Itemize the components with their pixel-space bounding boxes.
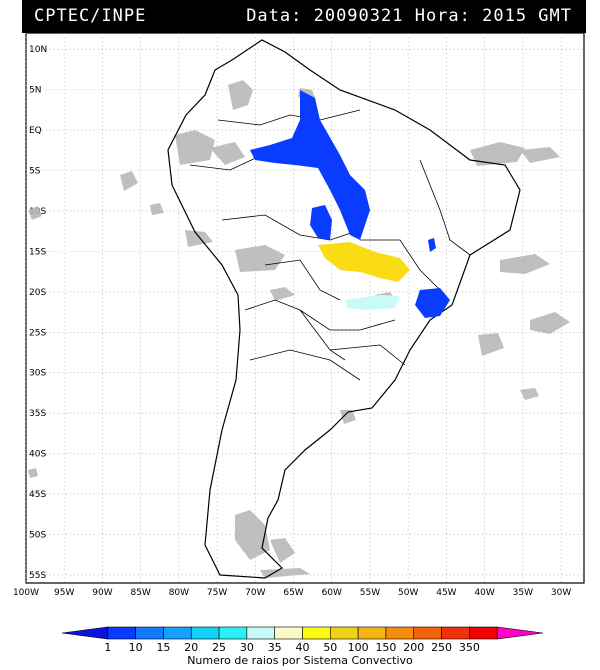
lat-tick-label: 15S (29, 247, 46, 257)
lon-tick-label: 50W (398, 588, 418, 598)
colorbar-tick-label: 150 (375, 641, 396, 654)
colorbar-swatch (469, 626, 498, 640)
colorbar-tick-label: 200 (403, 641, 424, 654)
continent-outline (167, 39, 521, 579)
system-lightcyan-south (345, 295, 400, 310)
colorbar-swatch (218, 626, 248, 640)
lat-tick-label: 30S (29, 369, 46, 379)
colorbar: 1 10 15 20 25 30 35 40 50 100 150 200 250 350 (61, 626, 544, 654)
colorbar-tick-label: 40 (296, 641, 310, 654)
lat-tick-label: 10N (29, 45, 47, 55)
lat-tick-label: 5N (29, 86, 41, 96)
colorbar-swatch (385, 626, 415, 640)
date-time-label: Data: 20090321 Hora: 2015 GMT (246, 6, 572, 26)
lon-tick-label: 70W (245, 588, 265, 598)
system-blue-southeast (415, 288, 450, 318)
colorbar-swatch (413, 626, 442, 640)
country-borders (189, 109, 471, 381)
lon-tick-label: 90W (92, 588, 112, 598)
colorbar-tick-label: 20 (184, 641, 198, 654)
lon-tick-label: 60W (322, 588, 342, 598)
lon-tick-label: 80W (169, 588, 189, 598)
colorbar-swatch (274, 626, 303, 640)
colorbar-tick-label: 30 (240, 641, 254, 654)
system-blue-small (428, 238, 436, 252)
colorbar-tick-label: 10 (129, 641, 143, 654)
lat-tick-label: 40S (29, 450, 46, 460)
lon-tick-label: 30W (551, 588, 571, 598)
colorbar-tick-label: 1 (104, 641, 111, 654)
lon-tick-label: 85W (130, 588, 150, 598)
grid-lines (25, 33, 584, 583)
lon-tick-label: 35W (513, 588, 533, 598)
colorbar-swatch (61, 626, 109, 640)
lat-tick-label: EQ (29, 126, 42, 136)
lon-tick-label: 95W (54, 588, 74, 598)
colorbar-swatch (441, 626, 470, 640)
colorbar-swatch (357, 626, 387, 640)
lat-tick-label: 50S (29, 530, 46, 540)
lat-tick-label: 55S (29, 571, 46, 581)
axis-ticks: 10N5NEQ5S10S15S20S25S30S35S40S45S50S55S1… (13, 45, 571, 598)
colorbar-tick-label: 350 (459, 641, 480, 654)
lon-tick-label: 45W (436, 588, 456, 598)
lat-tick-label: 35S (29, 409, 46, 419)
cloud-cover (28, 80, 570, 578)
colorbar-swatch (496, 626, 544, 640)
convective-systems (250, 90, 450, 318)
colorbar-swatch (190, 626, 220, 640)
map-header: CPTEC/INPE Data: 20090321 Hora: 2015 GMT (22, 0, 586, 33)
colorbar-swatch (163, 626, 192, 640)
lon-tick-label: 55W (360, 588, 380, 598)
lon-tick-label: 65W (283, 588, 303, 598)
colorbar-swatch (302, 626, 331, 640)
lat-tick-label: 20S (29, 288, 46, 298)
colorbar-swatch (246, 626, 275, 640)
lon-tick-label: 40W (474, 588, 494, 598)
colorbar-swatch (330, 626, 359, 640)
lon-tick-label: 100W (13, 588, 39, 598)
colorbar-tick-label: 25 (212, 641, 226, 654)
system-yellow-central (318, 242, 410, 282)
colorbar-tick-label: 35 (268, 641, 282, 654)
colorbar-swatch (107, 626, 136, 640)
colorbar-tick-label: 50 (323, 641, 337, 654)
system-blue-north (250, 90, 370, 240)
colorbar-tick-label: 15 (156, 641, 170, 654)
colorbar-swatch (135, 626, 164, 640)
colorbar-tick-label: 100 (348, 641, 369, 654)
lat-tick-label: 45S (29, 490, 46, 500)
lat-tick-label: 25S (29, 328, 46, 338)
lat-tick-label: 5S (29, 167, 41, 177)
system-blue-west (310, 205, 332, 240)
lon-tick-label: 75W (207, 588, 227, 598)
source-label: CPTEC/INPE (34, 6, 147, 26)
colorbar-tick-label: 250 (431, 641, 452, 654)
legend-title: Numero de raios por Sistema Convectivo (187, 654, 413, 667)
